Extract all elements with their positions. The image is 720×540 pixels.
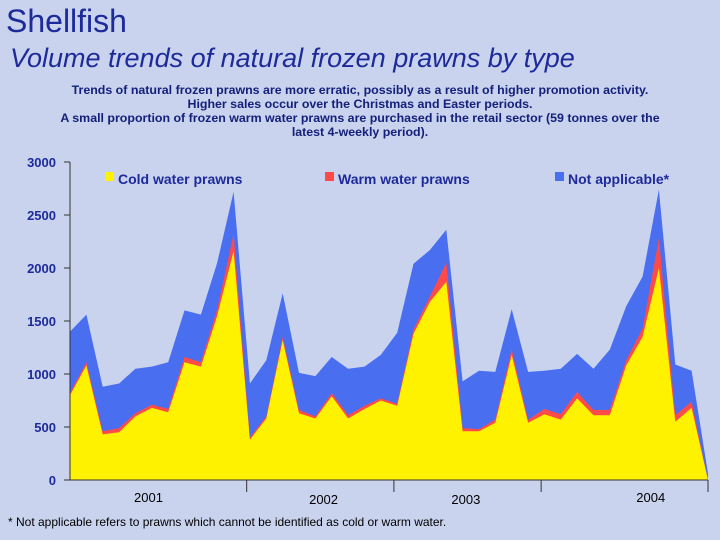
legend-label: Cold water prawns	[118, 171, 243, 187]
y-tick-label: 1500	[27, 314, 56, 329]
footnote: * Not applicable refers to prawns which …	[8, 515, 447, 529]
legend-label: Warm water prawns	[338, 171, 470, 187]
legend-swatch	[105, 172, 114, 181]
page-title: Shellfish	[6, 3, 127, 39]
legend-swatch	[325, 172, 334, 181]
x-year-label: 2002	[309, 492, 338, 507]
description-line: A small proportion of frozen warm water …	[60, 111, 660, 125]
description-line: Higher sales occur over the Christmas an…	[187, 97, 533, 111]
page-subtitle: Volume trends of natural frozen prawns b…	[10, 43, 575, 73]
y-tick-label: 500	[34, 420, 56, 435]
y-tick-label: 2000	[27, 261, 56, 276]
legend-swatch	[555, 172, 564, 181]
x-year-label: 2004	[636, 490, 665, 505]
y-tick-label: 2500	[27, 208, 56, 223]
y-tick-label: 0	[49, 473, 56, 488]
x-year-label: 2003	[451, 492, 480, 507]
stacked-area-chart: 0 500 1000 1500 2000 2500 3000 2001 2002 2003 2004…	[27, 155, 709, 507]
description: Trends of natural frozen prawns are more…	[10, 83, 710, 139]
y-tick-label: 3000	[27, 155, 56, 170]
description-line: latest 4-weekly period).	[291, 125, 429, 139]
series-area-cold-water-prawns	[70, 251, 708, 480]
x-year-label: 2001	[134, 490, 163, 505]
description-line: Trends of natural frozen prawns are more…	[71, 83, 649, 97]
legend-label: Not applicable*	[568, 171, 670, 187]
y-tick-label: 1000	[27, 367, 56, 382]
